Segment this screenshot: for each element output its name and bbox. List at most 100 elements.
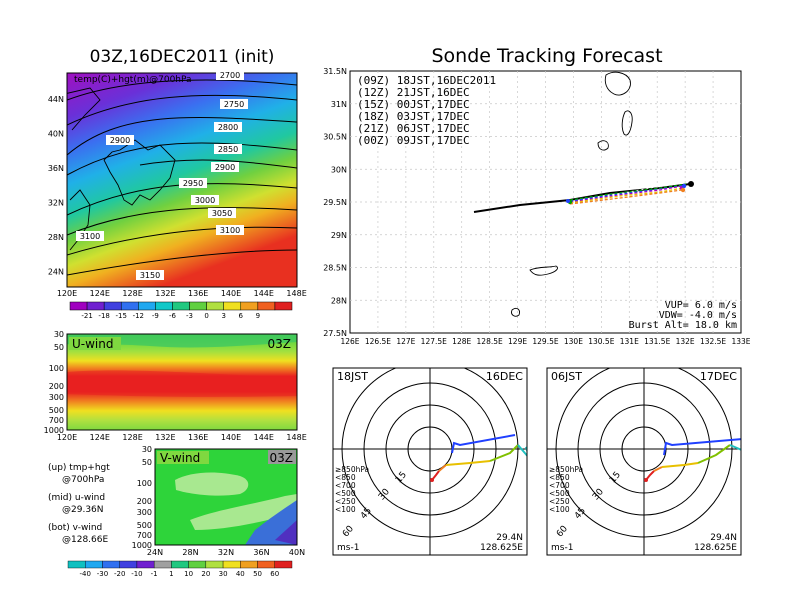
hodograph-segment bbox=[438, 464, 447, 472]
lon-tick-label: 127E bbox=[396, 337, 415, 346]
colorbar-tick: 40 bbox=[236, 570, 245, 578]
height-contour bbox=[67, 183, 297, 216]
colorbar-cell bbox=[171, 560, 189, 569]
lon-tick-label: 140E bbox=[221, 289, 241, 298]
colorbar-tick: 6 bbox=[239, 312, 244, 320]
height-contour bbox=[67, 79, 297, 101]
lat-tick-label: 36N bbox=[48, 164, 64, 173]
panel-description: (mid) u-wind bbox=[48, 493, 105, 503]
island-amami bbox=[529, 265, 559, 276]
colorbar-cell bbox=[155, 301, 173, 311]
hodograph-date: 16DEC bbox=[486, 370, 523, 383]
v-wind-weak-area-lower bbox=[190, 494, 297, 530]
lon-tick-label: 124E bbox=[90, 289, 110, 298]
u-wind-top-band bbox=[67, 334, 297, 348]
lon-tick-label: 148E bbox=[286, 289, 306, 298]
lon-tick-label: 120E bbox=[57, 289, 77, 298]
colorbar-tick: 20 bbox=[201, 570, 210, 578]
hodograph-plot bbox=[333, 368, 527, 555]
wind-colorbar: -40 -30 -20 -10 -1 1 10 20 30 40 50 60 bbox=[67, 560, 293, 578]
pressure-legend-entry: ≥850hPa bbox=[335, 465, 369, 474]
tracking-legend: (09Z) 18JST,16DEC2011(12Z) 21JST,16DEC(1… bbox=[357, 74, 496, 147]
temp-map-title: 03Z,16DEC2011 (init) bbox=[90, 47, 275, 67]
colorbar-cell bbox=[153, 560, 172, 569]
colorbar-tick: 30 bbox=[219, 570, 228, 578]
lon-tick-label: 133E bbox=[731, 337, 750, 346]
contour-label-bg bbox=[179, 178, 207, 188]
coastline-china bbox=[69, 189, 91, 251]
hodograph-plot bbox=[547, 368, 741, 555]
contour-label: 2700 bbox=[220, 71, 240, 80]
contour-label-bg bbox=[76, 231, 104, 241]
height-contour bbox=[67, 142, 297, 176]
lat-tick-label: 40N bbox=[48, 130, 64, 139]
contour-label: 2900 bbox=[110, 136, 130, 145]
colorbar-cell bbox=[188, 560, 207, 569]
height-contour bbox=[67, 249, 297, 276]
legend-entry: (12Z) 21JST,16DEC bbox=[357, 86, 470, 99]
hodograph-date: 17DEC bbox=[700, 370, 737, 383]
lat-tick-label: 32N bbox=[218, 548, 234, 557]
hodograph-surface-point bbox=[430, 478, 434, 482]
hodograph-lat: 29.4N bbox=[710, 533, 737, 543]
colorbar-tick: 1 bbox=[169, 570, 173, 578]
hodograph-segment bbox=[517, 444, 527, 458]
u-wind-time: 03Z bbox=[268, 337, 292, 351]
pressure-tick: 1000 bbox=[44, 426, 64, 435]
temp-colorbar: -21 -18 -15 -12 -9 -6 -3 0 3 6 9 bbox=[69, 301, 293, 320]
lat-tick-label: 24N bbox=[147, 548, 163, 557]
lon-tick-label: 132E bbox=[676, 337, 695, 346]
pressure-legend-entry: <850 bbox=[549, 473, 570, 482]
lat-tick-label: 36N bbox=[253, 548, 269, 557]
lon-tick-label: 128.5E bbox=[477, 337, 503, 346]
hodograph-frame bbox=[332, 367, 528, 556]
panel-description: (bot) v-wind bbox=[48, 523, 102, 533]
tracking-title: Sonde Tracking Forecast bbox=[431, 45, 662, 67]
colorbar-tick: -6 bbox=[169, 312, 177, 320]
lat-tick-label: 27.5N bbox=[323, 329, 347, 338]
lon-tick-label: 120E bbox=[57, 433, 77, 442]
hodograph-segment bbox=[489, 444, 519, 462]
lon-tick-label: 140E bbox=[221, 433, 241, 442]
colorbar-tick: -15 bbox=[116, 312, 127, 320]
colorbar-tick: -18 bbox=[98, 312, 109, 320]
pressure-legend-entry: <100 bbox=[335, 505, 356, 514]
pressure-tick: 1000 bbox=[132, 541, 152, 550]
pressure-legend-entry: <100 bbox=[549, 505, 570, 514]
lon-tick-label: 130E bbox=[564, 337, 583, 346]
colorbar-cell bbox=[69, 301, 88, 311]
u-wind-frame bbox=[66, 333, 298, 431]
temp-height-map: 03Z,16DEC2011 (init) temp(C)+hgt(m)@700h… bbox=[48, 47, 307, 320]
lat-tick-label: 29N bbox=[331, 231, 347, 240]
colorbar-cell bbox=[67, 560, 86, 569]
lon-tick-label: 136E bbox=[188, 433, 208, 442]
legend-entry: (09Z) 18JST,16DEC2011 bbox=[357, 74, 496, 87]
colorbar-cell bbox=[274, 560, 293, 569]
lon-tick-label: 129.5E bbox=[532, 337, 558, 346]
v-wind-frame bbox=[154, 448, 298, 546]
colorbar-cell bbox=[136, 560, 155, 569]
pressure-tick: 500 bbox=[49, 406, 64, 415]
contour-label-bg bbox=[220, 99, 248, 109]
island-tokunoshima bbox=[511, 307, 520, 317]
colorbar-cell bbox=[120, 301, 139, 311]
hodograph-lon: 128.625E bbox=[480, 543, 523, 553]
lat-tick-label: 44N bbox=[48, 95, 64, 104]
legend-entry: (15Z) 00JST,17DEC bbox=[357, 98, 470, 111]
islands bbox=[511, 71, 633, 317]
pressure-legend-entry: <250 bbox=[335, 497, 356, 506]
colorbar-cell bbox=[205, 560, 224, 569]
height-contours bbox=[67, 79, 297, 276]
hodograph-time: 18JST bbox=[337, 370, 368, 383]
landing-point-09z bbox=[688, 181, 694, 187]
contour-label: 3050 bbox=[212, 209, 232, 218]
sonde-parameter: Burst Alt= 18.0 km bbox=[629, 320, 737, 331]
landing-point-00z bbox=[680, 187, 686, 193]
island-tanegashima bbox=[604, 71, 631, 96]
lon-tick-label: 124E bbox=[90, 433, 110, 442]
contour-label: 3100 bbox=[220, 226, 240, 235]
colorbar-tick: 60 bbox=[270, 570, 279, 578]
